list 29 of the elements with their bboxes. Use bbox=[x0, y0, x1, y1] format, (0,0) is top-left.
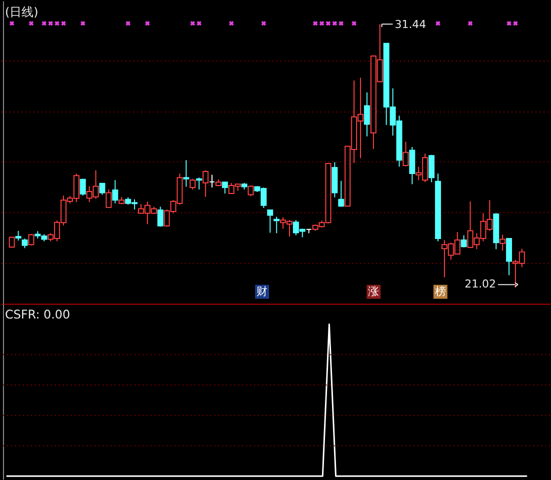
candlestick bbox=[500, 234, 506, 252]
candlestick bbox=[106, 188, 112, 208]
candlestick bbox=[157, 206, 164, 228]
candlestick bbox=[267, 208, 274, 234]
candlestick bbox=[402, 141, 409, 167]
candlestick bbox=[506, 238, 512, 276]
annotation: 榜 bbox=[434, 284, 446, 298]
annotation: 财 bbox=[256, 284, 268, 298]
candlestick bbox=[428, 154, 435, 183]
candlestick bbox=[364, 92, 370, 137]
candlestick bbox=[202, 170, 209, 198]
candlestick bbox=[80, 178, 86, 196]
annotation: 21.02 bbox=[464, 278, 496, 291]
candlestick bbox=[338, 180, 344, 208]
annotation: 涨 bbox=[368, 284, 380, 298]
chart-title: CSFR: 0.00 bbox=[4, 308, 70, 322]
candlestick bbox=[222, 182, 228, 194]
chart-title: (日线) bbox=[4, 4, 38, 19]
candlestick bbox=[190, 178, 196, 190]
candlestick bbox=[460, 234, 467, 248]
annotation: 31.44 bbox=[394, 18, 426, 32]
candlestick bbox=[183, 160, 190, 188]
candlestick bbox=[22, 238, 28, 249]
candlestick bbox=[196, 177, 202, 190]
candlestick bbox=[409, 146, 416, 185]
candlestick bbox=[209, 174, 215, 188]
candlestick bbox=[15, 230, 22, 242]
candlestick bbox=[112, 180, 118, 204]
candlestick bbox=[274, 216, 280, 234]
